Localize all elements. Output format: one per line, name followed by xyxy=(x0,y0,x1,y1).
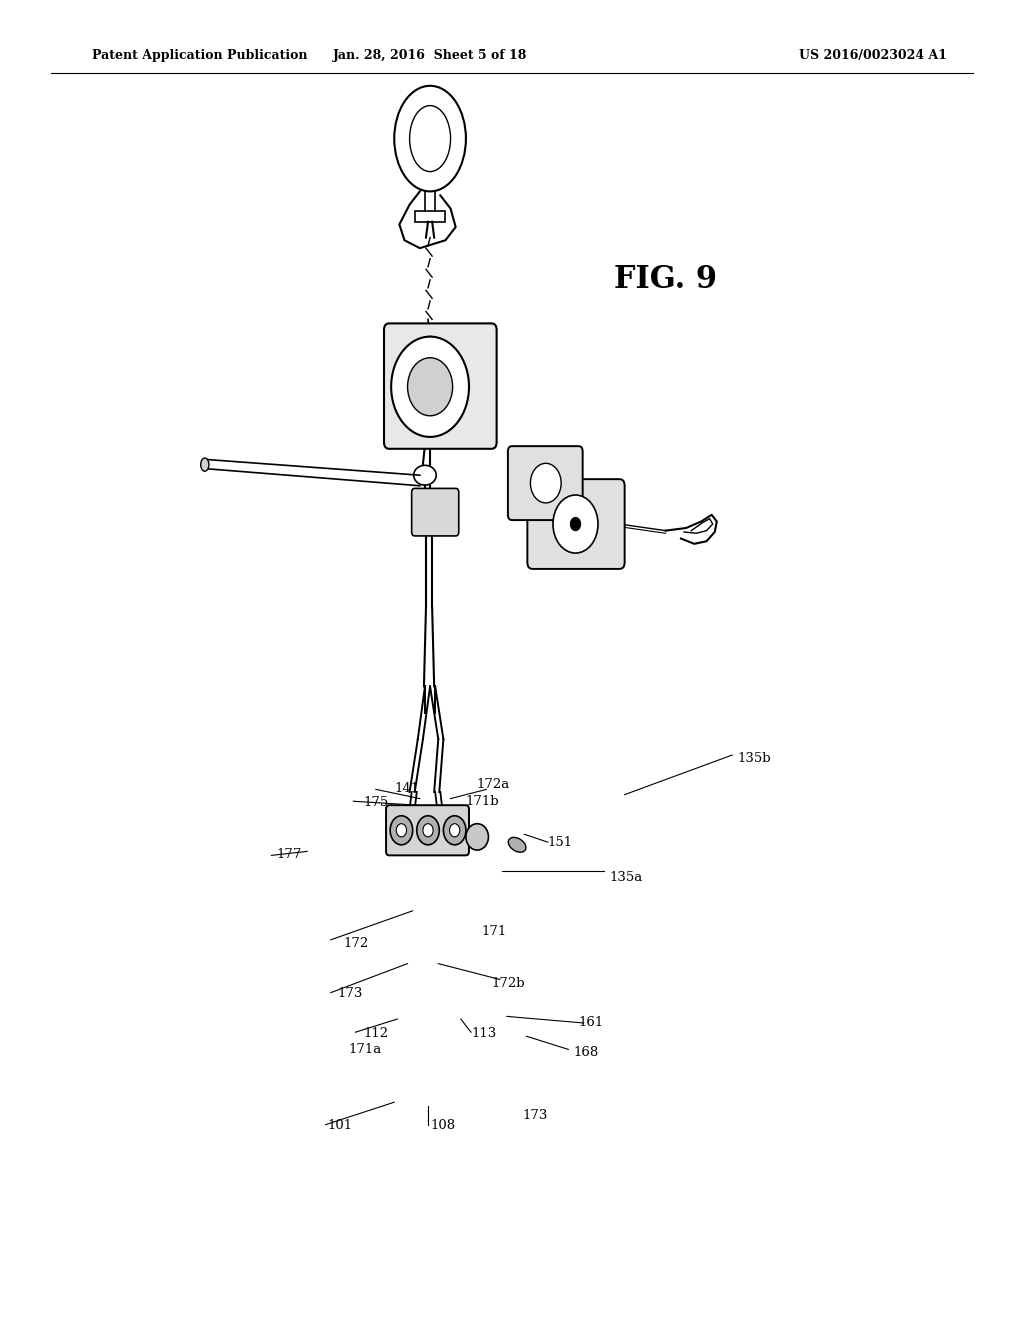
Text: 112: 112 xyxy=(364,1027,389,1040)
Text: US 2016/0023024 A1: US 2016/0023024 A1 xyxy=(799,49,947,62)
Text: 171: 171 xyxy=(481,925,507,939)
FancyBboxPatch shape xyxy=(527,479,625,569)
Circle shape xyxy=(443,816,466,845)
Text: 173: 173 xyxy=(338,987,364,1001)
Circle shape xyxy=(417,816,439,845)
Text: 173: 173 xyxy=(522,1109,548,1122)
Text: 101: 101 xyxy=(328,1119,353,1133)
Text: 175: 175 xyxy=(364,796,389,809)
Circle shape xyxy=(391,337,469,437)
Text: Patent Application Publication: Patent Application Publication xyxy=(92,49,307,62)
Text: 171a: 171a xyxy=(348,1043,381,1056)
Text: 172: 172 xyxy=(343,937,369,950)
Ellipse shape xyxy=(508,837,526,853)
Circle shape xyxy=(396,824,407,837)
Text: 172b: 172b xyxy=(492,977,525,990)
Text: 135b: 135b xyxy=(737,752,771,766)
Circle shape xyxy=(530,463,561,503)
Ellipse shape xyxy=(466,824,488,850)
Ellipse shape xyxy=(201,458,209,471)
FancyBboxPatch shape xyxy=(412,488,459,536)
Circle shape xyxy=(418,337,442,368)
FancyBboxPatch shape xyxy=(386,805,469,855)
Circle shape xyxy=(408,358,453,416)
Circle shape xyxy=(423,824,433,837)
Text: 172a: 172a xyxy=(476,777,509,791)
Text: 177: 177 xyxy=(276,847,302,861)
Circle shape xyxy=(390,816,413,845)
Circle shape xyxy=(450,824,460,837)
FancyBboxPatch shape xyxy=(384,323,497,449)
Text: 141: 141 xyxy=(394,781,420,795)
Text: 168: 168 xyxy=(573,1045,599,1059)
Text: Jan. 28, 2016  Sheet 5 of 18: Jan. 28, 2016 Sheet 5 of 18 xyxy=(333,49,527,62)
Text: 171b: 171b xyxy=(466,795,500,808)
Circle shape xyxy=(570,517,581,531)
Text: FIG. 9: FIG. 9 xyxy=(614,264,717,294)
Text: 108: 108 xyxy=(430,1119,456,1133)
Circle shape xyxy=(553,495,598,553)
Text: 151: 151 xyxy=(548,836,573,849)
Text: 135a: 135a xyxy=(609,871,642,884)
Text: 113: 113 xyxy=(471,1027,497,1040)
FancyBboxPatch shape xyxy=(508,446,583,520)
Text: 161: 161 xyxy=(579,1016,604,1030)
